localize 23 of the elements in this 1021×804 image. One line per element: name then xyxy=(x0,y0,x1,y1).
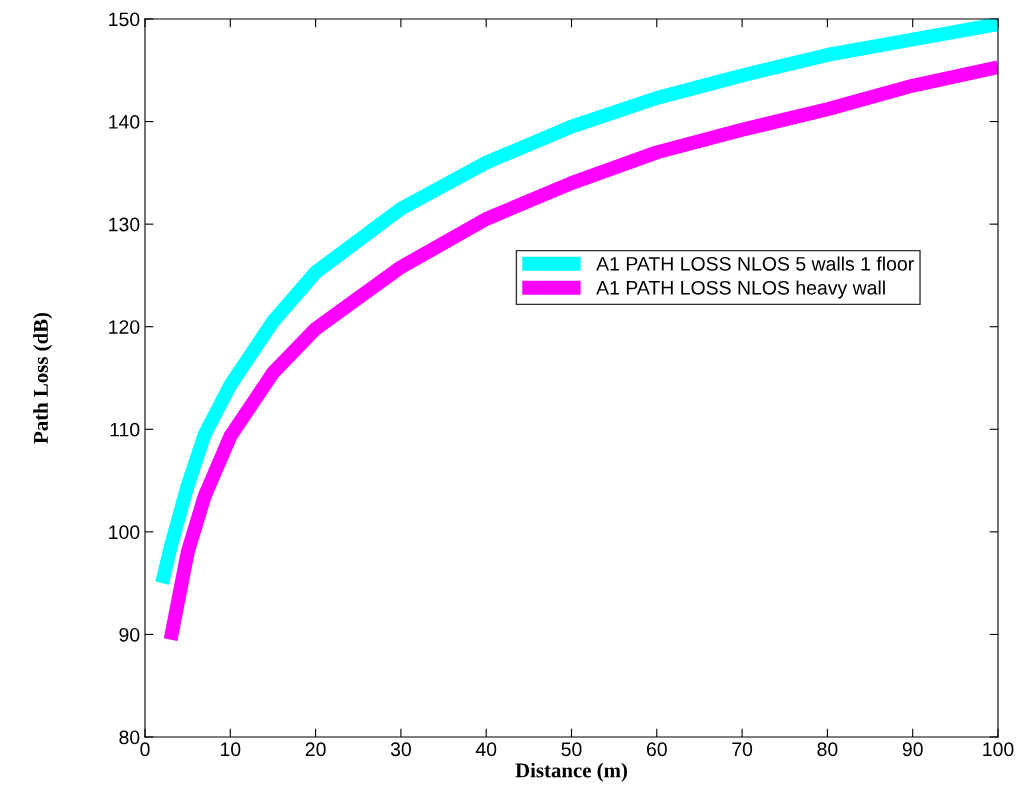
x-tick-label: 30 xyxy=(390,742,411,757)
y-tick-label: 100 xyxy=(109,525,140,540)
x-tick-label: 10 xyxy=(220,742,241,757)
legend-label: A1 PATH LOSS NLOS heavy wall xyxy=(596,280,885,299)
x-tick-label: 80 xyxy=(817,742,838,757)
legend-label: A1 PATH LOSS NLOS 5 walls 1 floor xyxy=(596,256,914,271)
y-tick-label: 110 xyxy=(110,422,140,437)
x-tick-label: 90 xyxy=(902,742,923,757)
y-tick-label: 150 xyxy=(109,12,140,27)
x-tick-label: 60 xyxy=(646,742,667,757)
y-tick-label: 130 xyxy=(109,217,140,232)
x-tick-label: 70 xyxy=(732,742,753,757)
y-axis-title: Path Loss (dB) xyxy=(33,312,53,444)
x-tick-label: 100 xyxy=(983,742,1014,757)
y-tick-label: 90 xyxy=(119,627,140,642)
x-tick-label: 0 xyxy=(140,742,150,757)
x-axis-title: Distance (m) xyxy=(515,762,627,782)
y-tick-label: 80 xyxy=(119,730,140,745)
x-tick-label: 50 xyxy=(561,742,582,757)
y-tick-label: 140 xyxy=(109,115,140,129)
x-tick-label: 40 xyxy=(475,742,497,757)
x-tick-label: 20 xyxy=(305,742,326,757)
y-tick-label: 120 xyxy=(109,320,140,334)
